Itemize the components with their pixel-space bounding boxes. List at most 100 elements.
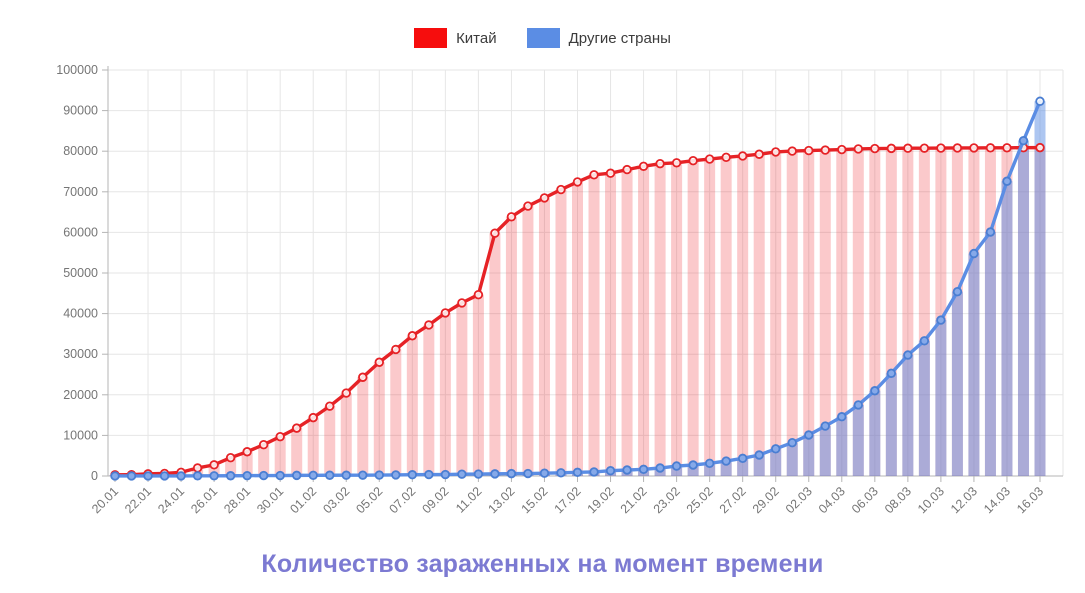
bar[interactable] [307, 417, 319, 476]
bar[interactable] [951, 291, 963, 476]
bar[interactable] [753, 455, 765, 476]
data-point[interactable] [457, 298, 467, 308]
data-point[interactable] [589, 170, 599, 180]
data-point[interactable] [903, 143, 913, 153]
data-point[interactable] [886, 143, 897, 154]
data-point[interactable] [242, 470, 252, 481]
bar[interactable] [720, 461, 732, 476]
data-point[interactable] [969, 248, 979, 259]
data-point[interactable] [358, 372, 368, 382]
data-point[interactable] [506, 468, 517, 479]
data-point[interactable] [919, 336, 930, 346]
data-point[interactable] [754, 149, 764, 159]
bar[interactable] [456, 302, 468, 476]
bar[interactable] [885, 373, 897, 476]
data-point[interactable] [605, 465, 616, 476]
data-point[interactable] [671, 158, 682, 168]
data-point[interactable] [1035, 96, 1045, 106]
bar[interactable] [241, 451, 253, 476]
bar[interactable] [1001, 181, 1013, 476]
data-point[interactable] [275, 470, 285, 481]
data-point[interactable] [688, 156, 698, 166]
bar[interactable] [819, 150, 831, 476]
data-point[interactable] [671, 461, 682, 471]
data-point[interactable] [523, 201, 533, 211]
bar[interactable] [737, 458, 749, 476]
data-point[interactable] [952, 286, 963, 297]
bar[interactable] [803, 434, 815, 476]
data-point[interactable] [820, 421, 830, 431]
bar[interactable] [869, 390, 881, 476]
bar[interactable] [621, 169, 633, 476]
bar[interactable] [357, 377, 369, 476]
data-point[interactable] [539, 193, 550, 203]
bar[interactable] [720, 157, 732, 476]
bar[interactable] [671, 466, 683, 476]
bar[interactable] [918, 148, 930, 476]
data-point[interactable] [176, 471, 186, 481]
data-point[interactable] [308, 412, 318, 423]
data-point[interactable] [837, 144, 847, 155]
data-point[interactable] [622, 465, 632, 475]
data-point[interactable] [1018, 135, 1029, 146]
data-point[interactable] [490, 469, 500, 479]
bar[interactable] [324, 406, 336, 476]
bar[interactable] [852, 404, 864, 476]
data-point[interactable] [936, 315, 946, 325]
data-point[interactable] [1002, 143, 1012, 153]
bar[interactable] [918, 340, 930, 476]
bar[interactable] [984, 231, 996, 476]
bar[interactable] [1017, 140, 1029, 477]
bar[interactable] [588, 174, 600, 476]
data-point[interactable] [721, 456, 731, 466]
data-point[interactable] [341, 470, 351, 480]
data-point[interactable] [572, 467, 583, 478]
data-point[interactable] [1035, 142, 1045, 153]
bar[interactable] [538, 197, 550, 476]
data-point[interactable] [919, 143, 930, 153]
bar[interactable] [753, 154, 765, 476]
data-point[interactable] [242, 447, 252, 457]
bar[interactable] [605, 173, 617, 476]
data-point[interactable] [258, 439, 269, 450]
bar[interactable] [439, 312, 451, 476]
bar[interactable] [819, 426, 831, 476]
bar[interactable] [258, 444, 270, 476]
data-point[interactable] [1002, 176, 1012, 186]
data-point[interactable] [655, 463, 665, 473]
bar[interactable] [836, 416, 848, 476]
bar[interactable] [555, 189, 567, 476]
data-point[interactable] [737, 453, 748, 464]
bar[interactable] [704, 463, 716, 476]
data-point[interactable] [952, 143, 963, 153]
data-point[interactable] [325, 401, 335, 411]
data-point[interactable] [704, 154, 715, 164]
data-point[interactable] [258, 470, 269, 481]
bar[interactable] [489, 233, 501, 476]
data-point[interactable] [721, 152, 731, 163]
bar[interactable] [373, 362, 385, 476]
bar[interactable] [786, 151, 798, 477]
bar[interactable] [505, 216, 517, 476]
data-point[interactable] [870, 386, 880, 396]
data-point[interactable] [374, 470, 384, 480]
data-point[interactable] [886, 368, 897, 378]
data-point[interactable] [424, 469, 434, 480]
data-point[interactable] [110, 471, 120, 481]
data-point[interactable] [605, 168, 616, 178]
legend-item-others[interactable]: Другие страны [526, 28, 671, 48]
data-point[interactable] [126, 471, 137, 481]
bar[interactable] [654, 163, 666, 477]
data-point[interactable] [572, 177, 583, 187]
bar[interactable] [902, 355, 914, 476]
bar[interactable] [836, 149, 848, 476]
bar[interactable] [770, 448, 782, 476]
legend-item-china[interactable]: Китай [414, 28, 497, 48]
data-point[interactable] [143, 471, 153, 481]
bar[interactable] [1034, 101, 1046, 477]
data-point[interactable] [870, 143, 880, 154]
bar[interactable] [803, 150, 815, 476]
bar[interactable] [704, 159, 716, 476]
data-point[interactable] [969, 143, 979, 153]
data-point[interactable] [192, 463, 203, 473]
